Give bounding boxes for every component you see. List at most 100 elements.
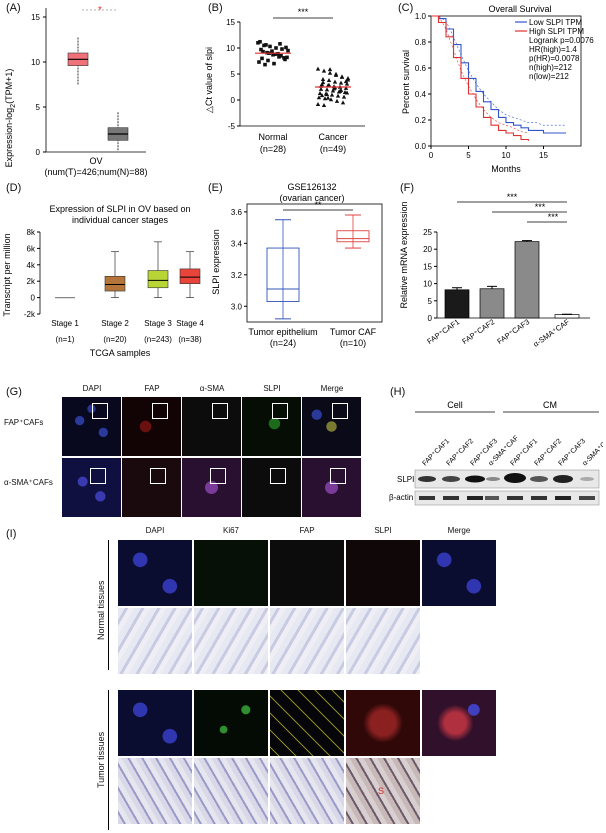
panel-f-bar-label: FAP⁺CAF2: [460, 317, 496, 346]
panel-f-tick-label: 10: [423, 280, 432, 289]
panel-b-point-normal: [264, 43, 268, 47]
panel-e-group-1: Tumor epithelium: [248, 327, 317, 337]
panel-a-tick-label: 10: [31, 58, 40, 67]
panel-i-bracket-tumor: [108, 690, 109, 830]
panel-b-point-cancer: [318, 86, 324, 91]
panel-h-band-actin-7: [555, 496, 571, 500]
panel-b-point-normal: [279, 54, 283, 58]
panel-b-point-cancer: [343, 79, 349, 84]
panel-b-point-normal: [286, 48, 290, 53]
panel-h-band-actin-2: [443, 496, 459, 500]
panel-b-point-normal: [270, 49, 274, 53]
panel-d-box: [147, 270, 169, 289]
panel-label-f: (F): [400, 182, 415, 194]
panel-g-grid: [62, 397, 362, 517]
panel-b-n-1: (n=28): [260, 144, 286, 154]
panel-b-point-normal: [260, 56, 264, 61]
panel-e-sig: **: [314, 200, 322, 210]
panel-i-img-normal-fap: [270, 540, 344, 606]
panel-b-point-cancer: [339, 74, 345, 79]
panel-i-img-normal-dapi: [118, 540, 192, 606]
panel-i-col-fap: FAP: [299, 526, 315, 535]
panel-d-ylabel: Transcript per million: [2, 233, 12, 316]
panel-i-img-tumor-merge: [422, 690, 496, 756]
panel-b-ticks: 15 10 5 0 -5: [226, 18, 240, 131]
panel-b-point-cancer: [331, 86, 337, 91]
panel-e-ylabel: SLPI expression: [211, 229, 221, 295]
panel-f-tick-label: 20: [423, 245, 432, 254]
panel-g-row-asma: α-SMA⁺CAFs: [4, 478, 53, 487]
panel-e-tick-label: 3.2: [231, 271, 243, 280]
panel-d-tick-label: 6k: [27, 244, 36, 253]
panel-a-caption: (num(T)=426;num(N)=88): [44, 167, 147, 177]
panel-g-row-fap: FAP⁺CAFs: [4, 418, 44, 427]
panel-d-stage-label: Stage 4: [176, 319, 204, 328]
panel-c-xtick-label: 5: [466, 151, 471, 160]
panel-a-boxes: [67, 36, 129, 151]
panel-e-n-2: (n=10): [340, 338, 366, 348]
panel-h-lane-labels: FAP⁺CAF1FAP⁺CAF2FAP⁺CAF3α-SMA⁺CAFFAP⁺CAF…: [421, 435, 603, 468]
panel-b-point-cancer: [326, 82, 332, 87]
panel-h-band-slpi-5: [504, 473, 526, 483]
panel-i-col-slpi: SLPI: [374, 526, 392, 535]
panel-b-ylabel: △Ct value of slpi: [204, 47, 214, 113]
panel-b-point-normal: [277, 55, 281, 59]
panel-b-point-normal: [258, 39, 262, 44]
panel-b-group-1: Normal: [258, 132, 287, 142]
panel-c-stat-4: n(high)=212: [529, 63, 572, 72]
panel-i-col-merge: Merge: [447, 526, 471, 535]
panel-b-point-normal: [257, 60, 261, 64]
panel-g-img-fap-slpi: [242, 397, 301, 456]
panel-b-point-normal: [266, 58, 270, 63]
panel-b-point-cancer: [324, 87, 330, 92]
panel-d-tick-label: 2k: [27, 277, 36, 286]
panel-f-bar: [514, 241, 540, 319]
panel-label-i: (I): [6, 528, 17, 540]
panel-b-point-cancer: [320, 80, 326, 85]
panel-c-chart: Overall Survival Percent survival 1.0 0.8…: [401, 4, 594, 174]
panel-h-band-slpi-2: [442, 476, 460, 482]
panel-g-img-fap-asma: [182, 397, 241, 456]
panel-c-xtick-label: 10: [502, 151, 511, 160]
panel-h-band-slpi-8: [580, 477, 594, 481]
panel-h-band-slpi-3: [465, 475, 485, 483]
panel-b-point-cancer: [343, 85, 349, 90]
panel-e-title-2: (ovarian cancer): [279, 193, 344, 203]
panel-g-img-asma-fap: [122, 458, 181, 517]
panel-b-point-cancer: [329, 92, 335, 97]
panel-f-ylabel: Relative mRNA expression: [399, 201, 409, 308]
panel-c-ytick-label: 0.0: [415, 142, 427, 151]
panel-label-d: (D): [6, 182, 22, 194]
panel-c-ytick-label: 1.0: [415, 12, 427, 21]
panel-b-point-normal: [272, 61, 276, 66]
panel-b-tick-label: 15: [226, 18, 235, 27]
panel-b-point-cancer: [315, 66, 321, 71]
panel-h-lane-label: α-SMA⁺CAF: [581, 435, 603, 468]
panel-a-ticks: 0 5 10 15: [31, 13, 46, 157]
panel-f-tick-label: 25: [423, 228, 432, 237]
panel-c-stat-3: p(HR)=0.0078: [529, 54, 580, 63]
panel-g-img-fap-fap: [122, 397, 181, 456]
panel-i-row-normal: Normal tissues: [96, 580, 106, 640]
panel-c-series-line: [431, 15, 566, 134]
panel-b-point-cancer: [337, 88, 343, 93]
panel-c-ytick-label: 0.6: [415, 64, 427, 73]
panel-b-point-normal: [278, 42, 282, 46]
panel-d-title-2: individual cancer stages: [72, 215, 169, 225]
panel-i-grid: S: [118, 540, 498, 830]
panel-d-n-label: (n=20): [103, 335, 127, 344]
panel-d-n-label: (n=38): [178, 335, 202, 344]
panel-f-tick-label: 15: [423, 262, 432, 271]
panel-b-point-normal: [282, 56, 286, 60]
panel-d-box: [179, 268, 201, 284]
panel-c-series-line: [431, 15, 530, 141]
panel-d-chart: Expression of SLPI in OV based on indivi…: [2, 204, 204, 358]
panel-a-ylabel: Expression-log2(TPM+1): [4, 69, 17, 168]
panel-f-sig-2: ***: [535, 202, 546, 212]
panel-i-col-dapi: DAPI: [145, 526, 165, 535]
panel-f-sig-3: ***: [548, 212, 559, 222]
panel-b-point-cancer: [321, 103, 327, 107]
panel-b-point-normal: [262, 43, 266, 48]
panel-c-legend-high: High SLPI TPM: [529, 27, 584, 36]
panel-d-ticks: 8k 6k 4k 2k 0 -2k: [24, 228, 40, 319]
